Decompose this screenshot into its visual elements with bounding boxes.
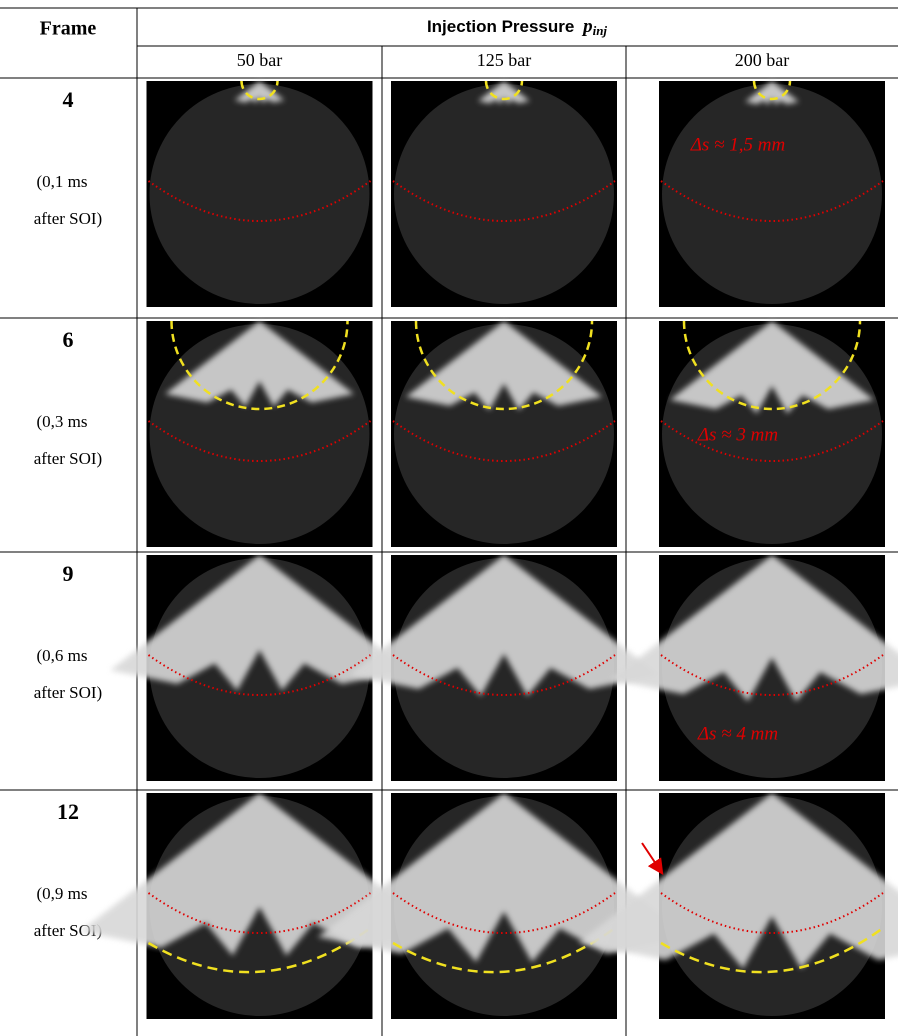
spray-image xyxy=(147,321,373,547)
delta-annotation: Δs ≈ 3 mm xyxy=(697,424,778,445)
figure-table: Frame Injection Pressure pinj 50 bar 125 … xyxy=(0,0,898,1036)
page: {"header": {"frame": "Frame", "group": "… xyxy=(0,0,898,1036)
frame-number: 12 xyxy=(57,799,79,824)
pressure-header: 125 bar xyxy=(477,50,531,70)
chamber xyxy=(150,84,370,304)
chamber xyxy=(662,84,882,304)
group-label: Injection Pressure xyxy=(427,17,574,36)
arrow xyxy=(642,843,660,870)
frame-number: 6 xyxy=(63,327,74,352)
group-symbol: p xyxy=(581,16,593,37)
chamber xyxy=(394,84,614,304)
frame-time: (0,6 ms xyxy=(37,646,88,665)
frame-header: Frame xyxy=(40,18,97,40)
spray-image xyxy=(147,81,373,307)
delta-annotation: Δs ≈ 4 mm xyxy=(697,723,778,744)
spray-image xyxy=(611,555,898,781)
frame-time: (0,1 ms xyxy=(37,172,88,191)
frame-number: 9 xyxy=(63,561,74,586)
spray-image xyxy=(579,793,898,1019)
group-subscript: inj xyxy=(593,23,608,38)
pressure-header: 50 bar xyxy=(237,50,282,70)
spray-image xyxy=(349,555,659,781)
pressure-header: 200 bar xyxy=(735,50,789,70)
group-header: Injection Pressure pinj xyxy=(427,16,607,38)
frame-after: after SOI) xyxy=(34,449,102,468)
frame-number: 4 xyxy=(63,87,74,112)
frame-after: after SOI) xyxy=(34,209,102,228)
spray-image xyxy=(391,81,617,307)
frame-time: (0,3 ms xyxy=(37,412,88,431)
frame-after: after SOI) xyxy=(34,683,102,702)
spray-image xyxy=(659,81,885,307)
spray-image xyxy=(391,321,617,547)
frame-time: (0,9 ms xyxy=(37,884,88,903)
delta-annotation: Δs ≈ 1,5 mm xyxy=(690,134,785,155)
